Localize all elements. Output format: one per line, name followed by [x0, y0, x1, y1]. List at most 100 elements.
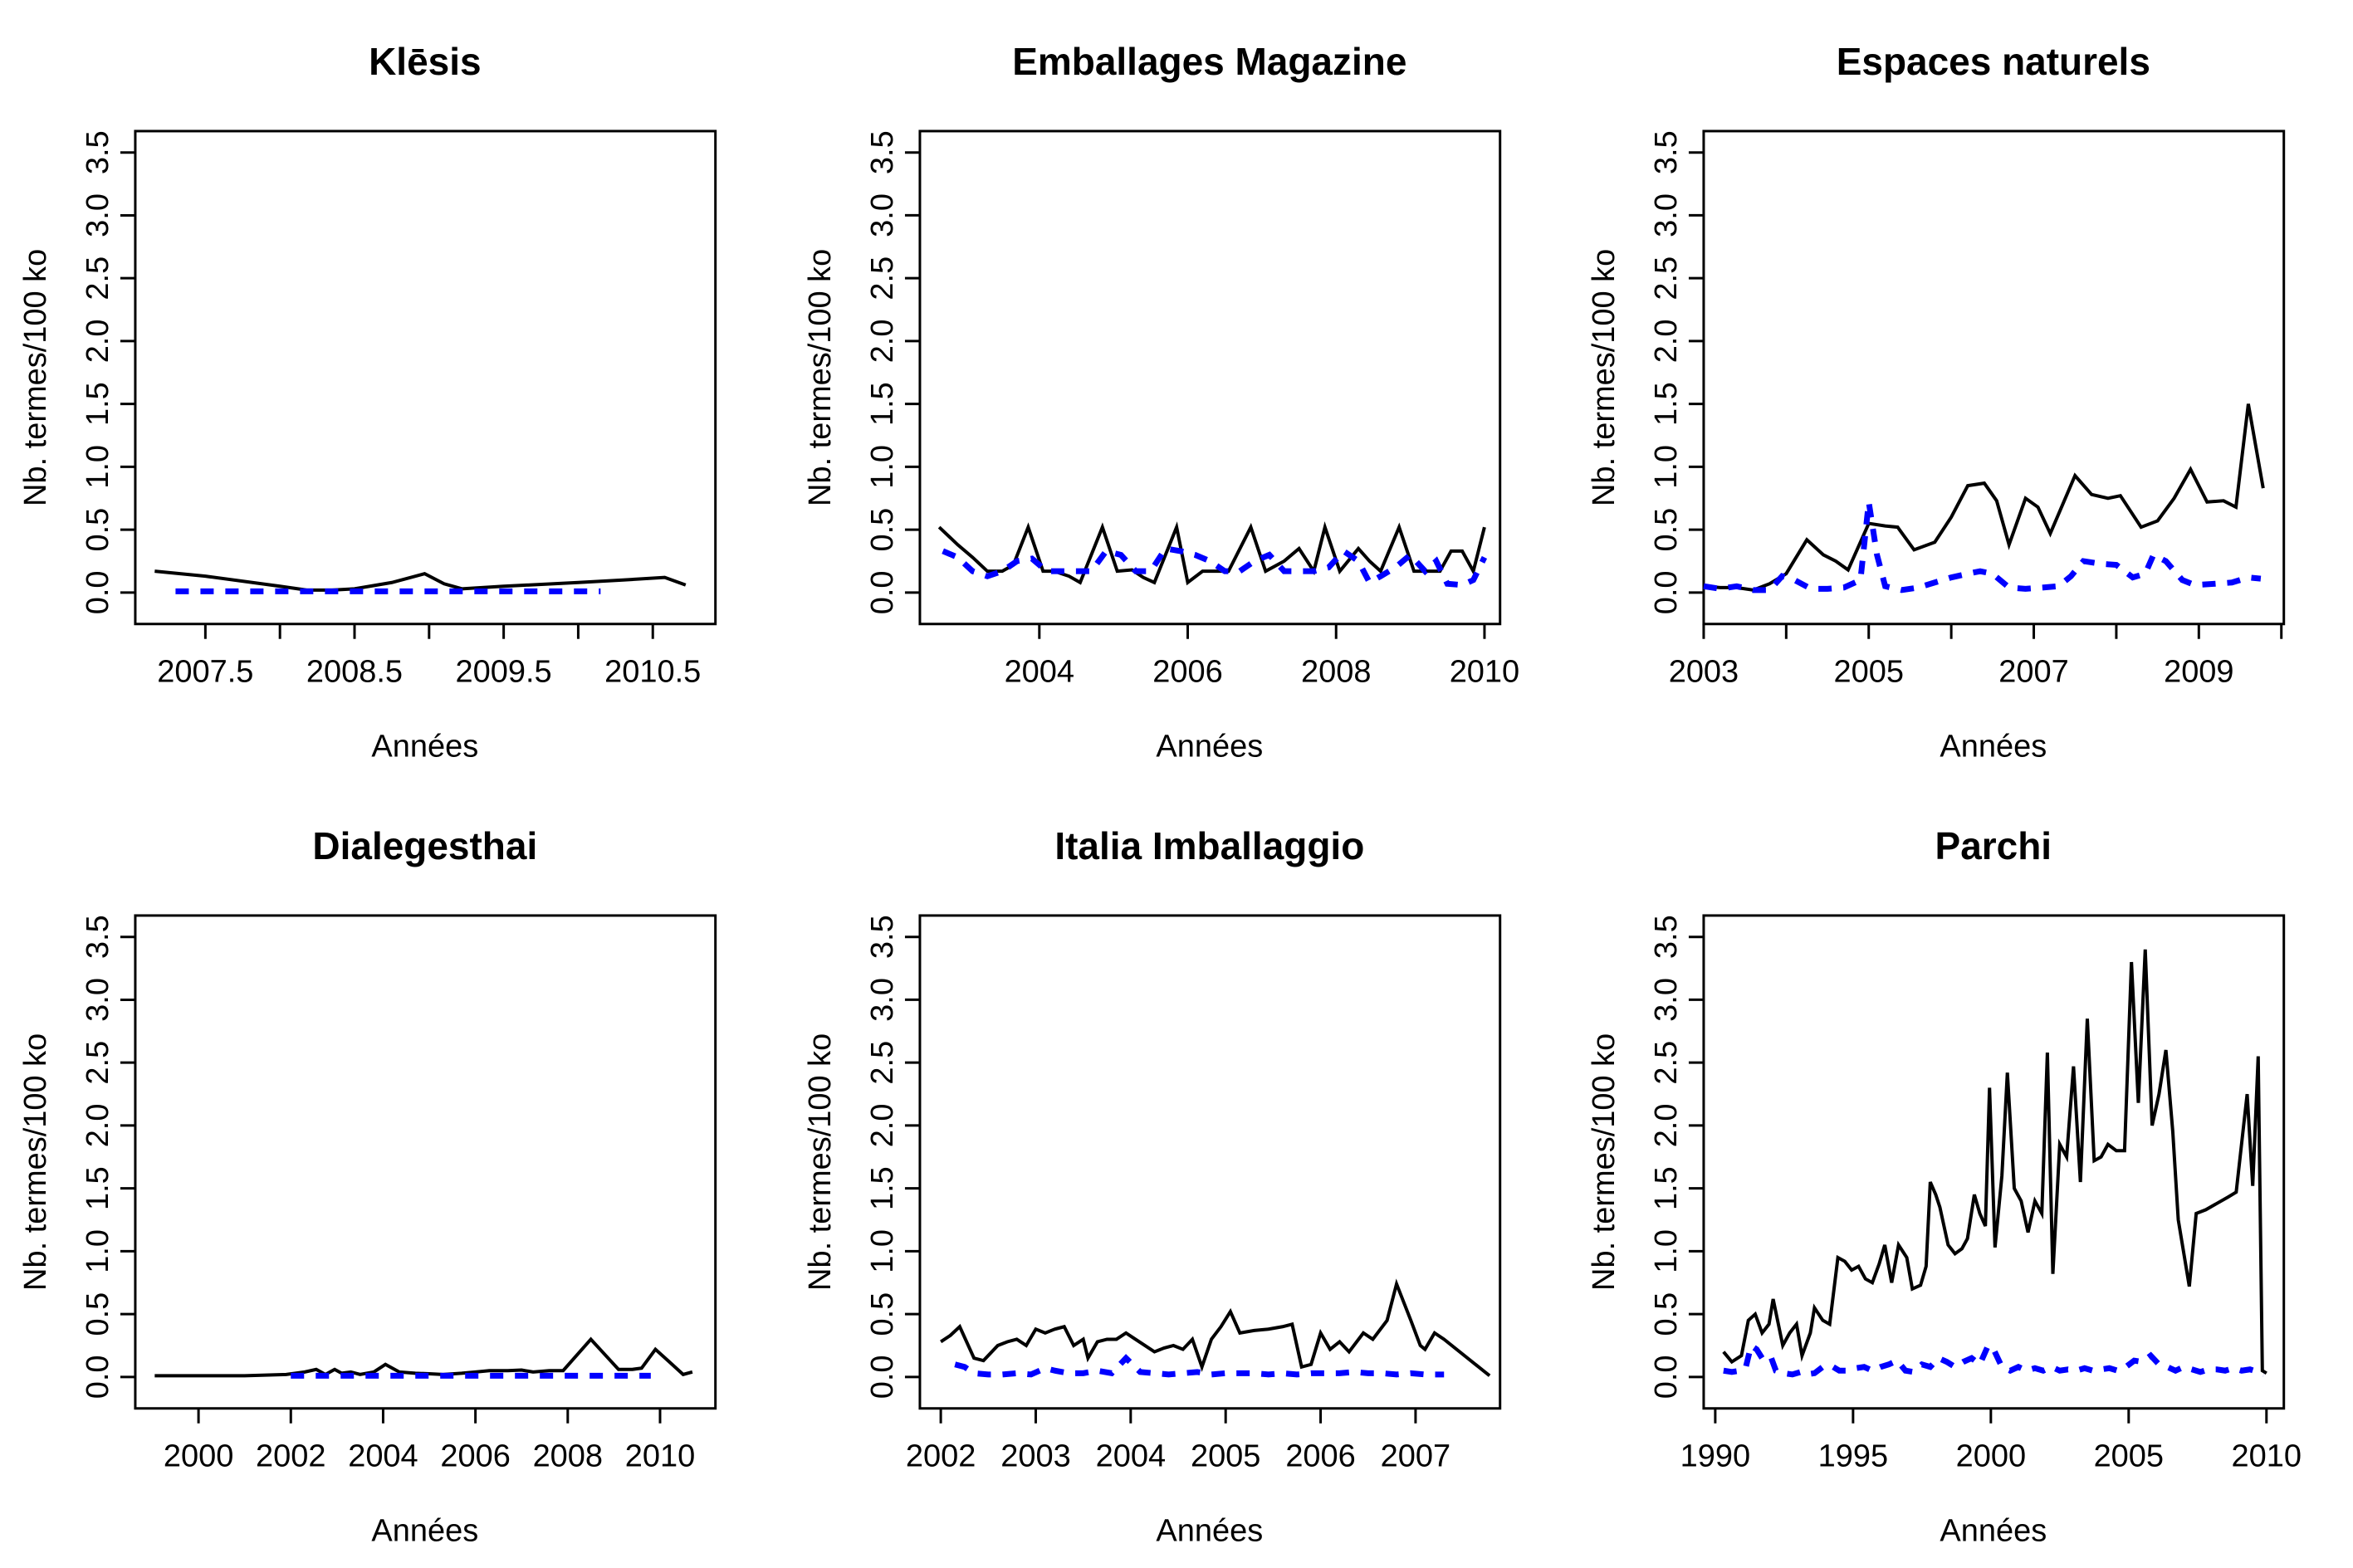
- x-tick-label: 1995: [1818, 1439, 1888, 1473]
- chart-panel-dialegesthai: Dialegesthai Années Nb. termes/100 ko 20…: [0, 784, 785, 1568]
- x-axis-label: Années: [1156, 730, 1263, 764]
- y-tick-label: 0.5: [1649, 1292, 1684, 1336]
- series-dashed-blue: [941, 545, 1487, 589]
- series-lines: [937, 521, 1487, 589]
- y-tick-label: 3.0: [81, 978, 115, 1022]
- series-solid-black: [154, 1336, 693, 1378]
- y-tick-label: 3.0: [865, 978, 900, 1022]
- y-tick-label: 1.0: [1649, 1229, 1684, 1273]
- y-axis-label: Nb. termes/100 ko: [1587, 1033, 1622, 1290]
- y-tick-label: 2.0: [865, 1103, 900, 1147]
- x-tick-label: 2005: [1191, 1439, 1260, 1473]
- series-solid-black: [1704, 403, 2266, 592]
- y-tick-label: 2.0: [81, 1103, 115, 1147]
- y-tick-label: 0.5: [1649, 508, 1684, 552]
- chart-panel-italia-imballaggio: Italia Imballaggio Années Nb. termes/100…: [785, 784, 1569, 1568]
- x-tick-label: 2004: [348, 1439, 418, 1473]
- x-tick-label: 2002: [256, 1439, 325, 1473]
- y-tick-label: 0.0: [81, 1355, 115, 1399]
- y-tick-label: 0.5: [865, 1292, 900, 1336]
- y-tick-label: 1.5: [865, 1166, 900, 1210]
- y-tick-label: 0.0: [1649, 1355, 1684, 1399]
- x-tick-label: 2007: [1380, 1439, 1450, 1473]
- x-tick-label: 2010: [1449, 655, 1519, 690]
- y-tick-label: 1.0: [865, 445, 900, 489]
- chart-title: Italia Imballaggio: [1054, 824, 1364, 867]
- y-tick-label: 3.0: [1649, 193, 1684, 237]
- x-tick-label: 2003: [1000, 1439, 1070, 1473]
- series-lines: [939, 1277, 1491, 1378]
- plot-box: [134, 129, 717, 626]
- x-tick-label: 2009: [2164, 655, 2233, 690]
- y-tick-label: 3.5: [81, 130, 115, 174]
- series-solid-black: [939, 1277, 1491, 1377]
- plot-box: [134, 914, 717, 1409]
- y-axis-label: Nb. termes/100 ko: [803, 249, 838, 506]
- x-tick-label: 2006: [1152, 655, 1222, 690]
- y-tick-label: 0.0: [865, 1355, 900, 1399]
- x-tick-label: 2008: [533, 1439, 603, 1473]
- chart-title: Emballages Magazine: [1012, 40, 1406, 83]
- x-axis-label: Années: [371, 1513, 478, 1548]
- x-tick-label: 2000: [1956, 1439, 2026, 1473]
- x-tick-label: 2004: [1004, 655, 1074, 690]
- series-solid-black: [154, 569, 687, 592]
- x-tick-label: 2007.5: [157, 655, 253, 690]
- y-tick-label: 0.0: [865, 570, 900, 614]
- y-tick-label: 2.5: [81, 256, 115, 300]
- x-tick-label: 2000: [164, 1439, 233, 1473]
- x-tick-label: 2007: [1999, 655, 2069, 690]
- plot-parchi: Parchi Années Nb. termes/100 ko 1990 1995…: [1587, 824, 2302, 1549]
- y-tick-label: 3.0: [1649, 978, 1684, 1022]
- chart-title: Espaces naturels: [1837, 40, 2150, 83]
- axes: 2002 2003 2004 2005 2006 2007 0.0 0.5 1.0 1.5 2.0 2…: [865, 914, 1501, 1473]
- x-axis-label: Années: [371, 730, 478, 764]
- y-tick-label: 3.5: [865, 915, 900, 959]
- x-axis-label: Années: [1940, 730, 2047, 764]
- plot-emballages-magazine: Emballages Magazine Années Nb. termes/10…: [803, 40, 1519, 764]
- axes: 2007.5 2008.5 2009.5 2010.5 0.0 0.5 1.0 1.5 2.0 2…: [81, 129, 717, 690]
- series-solid-black: [937, 521, 1486, 586]
- y-tick-label: 3.0: [865, 193, 900, 237]
- plot-italia-imballaggio: Italia Imballaggio Années Nb. termes/100…: [803, 824, 1501, 1548]
- y-tick-label: 2.5: [865, 1040, 900, 1084]
- y-tick-label: 3.5: [81, 915, 115, 959]
- series-lines: [1722, 949, 2268, 1378]
- y-tick-label: 1.0: [81, 445, 115, 489]
- x-tick-label: 2006: [440, 1439, 510, 1473]
- y-tick-label: 2.5: [1649, 1040, 1684, 1084]
- y-tick-label: 2.0: [1649, 320, 1684, 364]
- series-dashed-blue: [1723, 1340, 2266, 1378]
- y-tick-label: 0.0: [81, 570, 115, 614]
- series-dashed-blue: [954, 1353, 1444, 1378]
- plot-box: [918, 129, 1501, 626]
- y-tick-label: 3.5: [1649, 915, 1684, 959]
- x-tick-label: 2005: [1834, 655, 1904, 690]
- y-tick-label: 2.0: [1649, 1103, 1684, 1147]
- series-solid-black: [1722, 949, 2268, 1375]
- x-tick-label: 2005: [2094, 1439, 2164, 1473]
- x-tick-label: 2006: [1285, 1439, 1355, 1473]
- x-tick-label: 2008: [1301, 655, 1371, 690]
- y-tick-label: 1.5: [1649, 382, 1684, 426]
- plot-box: [918, 914, 1501, 1409]
- x-axis-label: Années: [1156, 1513, 1263, 1548]
- axes: 2000 2002 2004 2006 2008 2010 0.0 0.5 1.0 1.5 2.0 2…: [81, 914, 717, 1473]
- chart-panel-espaces-naturels: Espaces naturels Années Nb. termes/100 k…: [1568, 0, 2353, 784]
- series-lines: [1703, 403, 2266, 593]
- x-tick-label: 2010: [625, 1439, 695, 1473]
- x-axis-label: Années: [1940, 1513, 2047, 1548]
- chart-title: Dialegesthai: [312, 824, 537, 867]
- y-tick-label: 1.0: [81, 1229, 115, 1273]
- y-tick-label: 3.5: [1649, 130, 1684, 174]
- y-tick-label: 1.0: [865, 1229, 900, 1273]
- y-tick-label: 0.5: [81, 1292, 115, 1336]
- y-axis-label: Nb. termes/100 ko: [18, 1033, 53, 1290]
- y-tick-label: 1.0: [1649, 445, 1684, 489]
- plot-box: [1702, 914, 2286, 1409]
- plot-espaces-naturels: Espaces naturels Années Nb. termes/100 k…: [1587, 40, 2286, 764]
- x-tick-label: 2010.5: [604, 655, 701, 690]
- y-tick-label: 2.5: [81, 1040, 115, 1084]
- y-tick-label: 2.0: [81, 320, 115, 364]
